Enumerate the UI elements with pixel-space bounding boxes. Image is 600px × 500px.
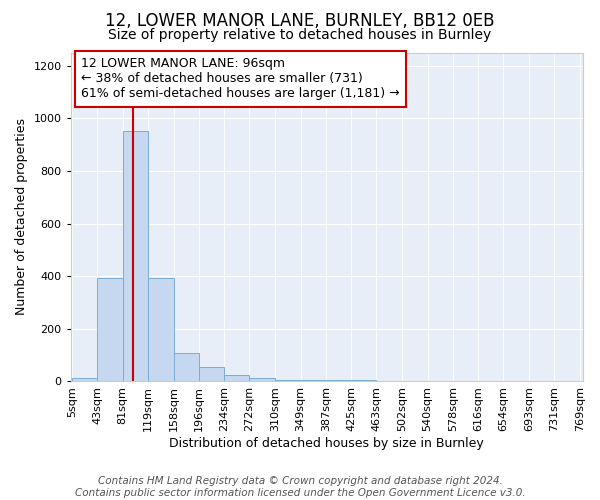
- Bar: [503, 380, 529, 382]
- Bar: [428, 380, 453, 382]
- Bar: [402, 380, 428, 382]
- Bar: [72, 378, 97, 382]
- Text: Contains HM Land Registry data © Crown copyright and database right 2024.
Contai: Contains HM Land Registry data © Crown c…: [74, 476, 526, 498]
- Bar: [529, 380, 554, 382]
- Bar: [122, 132, 148, 382]
- Text: Size of property relative to detached houses in Burnley: Size of property relative to detached ho…: [109, 28, 491, 42]
- X-axis label: Distribution of detached houses by size in Burnley: Distribution of detached houses by size …: [169, 437, 484, 450]
- Bar: [326, 380, 351, 382]
- Bar: [301, 380, 326, 382]
- Bar: [224, 375, 250, 382]
- Bar: [174, 353, 199, 382]
- Bar: [148, 278, 174, 382]
- Bar: [478, 380, 503, 382]
- Bar: [199, 367, 224, 382]
- Bar: [376, 380, 402, 382]
- Bar: [554, 380, 580, 382]
- Bar: [351, 380, 376, 382]
- Bar: [275, 380, 301, 382]
- Text: 12 LOWER MANOR LANE: 96sqm
← 38% of detached houses are smaller (731)
61% of sem: 12 LOWER MANOR LANE: 96sqm ← 38% of deta…: [81, 58, 400, 100]
- Y-axis label: Number of detached properties: Number of detached properties: [15, 118, 28, 316]
- Bar: [453, 380, 478, 382]
- Bar: [97, 278, 122, 382]
- Text: 12, LOWER MANOR LANE, BURNLEY, BB12 0EB: 12, LOWER MANOR LANE, BURNLEY, BB12 0EB: [105, 12, 495, 30]
- Bar: [250, 378, 275, 382]
